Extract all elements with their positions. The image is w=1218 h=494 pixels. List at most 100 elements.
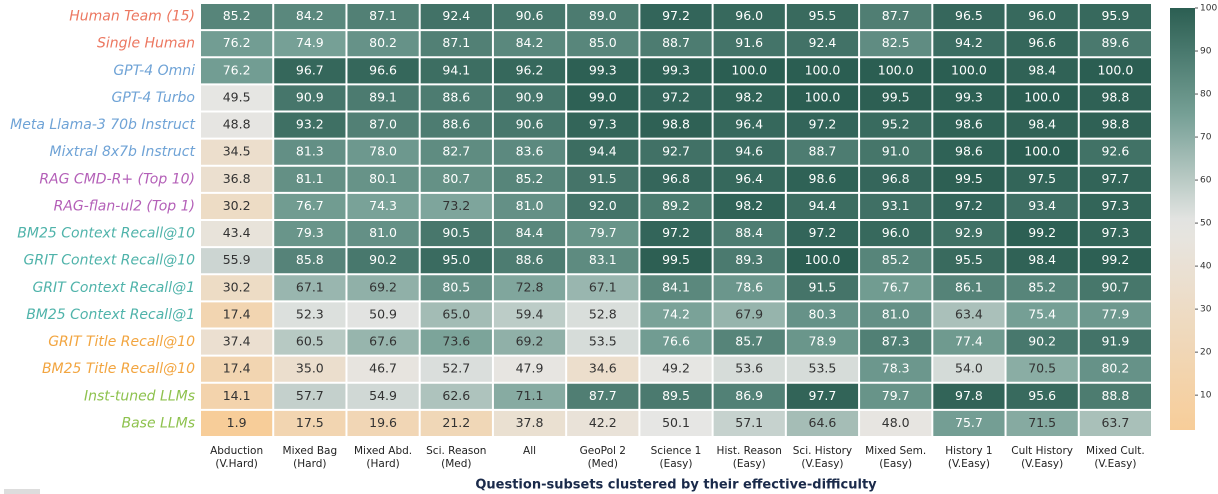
cell-label: 46.7: [369, 361, 397, 376]
cell: [567, 85, 639, 111]
cell-label: 81.3: [296, 144, 324, 159]
cell-label: 100.0: [1024, 144, 1060, 159]
cell-label: 74.9: [296, 35, 324, 50]
cell: [713, 4, 785, 30]
cell: [713, 275, 785, 301]
cell-label: 42.2: [589, 415, 617, 430]
cell: [420, 58, 492, 84]
cell: [347, 383, 419, 409]
cell: [420, 248, 492, 274]
cell: [640, 221, 712, 247]
cell-label: 49.5: [223, 89, 251, 104]
cell-label: 99.5: [662, 252, 690, 267]
cell: [933, 356, 1005, 382]
cell-label: 98.6: [955, 144, 983, 159]
cell: [640, 193, 712, 219]
cell-label: 90.6: [516, 8, 544, 23]
cell-label: 99.3: [662, 62, 690, 77]
cell-label: 100.0: [951, 62, 987, 77]
cell: [713, 58, 785, 84]
cell-label: 90.5: [442, 225, 470, 240]
cell: [1079, 275, 1151, 301]
cell-label: 76.2: [223, 62, 251, 77]
x-tick-label: Hist. Reason: [717, 445, 782, 457]
x-tick-label: (V.Easy): [801, 458, 843, 470]
x-tick-label: Mixed Cult.: [1086, 445, 1145, 457]
cell: [201, 31, 273, 57]
colorbar: [1170, 8, 1195, 430]
cell-label: 99.0: [589, 89, 617, 104]
artifact: [4, 489, 40, 494]
cell: [640, 58, 712, 84]
cell-label: 88.7: [809, 144, 837, 159]
cell-label: 90.6: [516, 117, 544, 132]
cell-label: 76.7: [882, 279, 910, 294]
cell-label: 92.7: [662, 144, 690, 159]
cell: [420, 383, 492, 409]
cell-label: 79.7: [589, 225, 617, 240]
cell: [201, 356, 273, 382]
row-label: GRIT Context Recall@1: [32, 280, 195, 296]
cell: [420, 356, 492, 382]
cell: [933, 275, 1005, 301]
cell: [713, 329, 785, 355]
cell-label: 94.4: [589, 144, 617, 159]
cell: [274, 248, 346, 274]
cell-label: 94.6: [735, 144, 763, 159]
x-tick-label: Sci. History: [793, 445, 852, 457]
cell-label: 78.3: [882, 361, 910, 376]
row-label: GRIT Title Recall@10: [48, 334, 195, 350]
cell-label: 69.2: [516, 334, 544, 349]
x-tick-label: Sci. Reason: [426, 445, 486, 457]
cell-label: 57.1: [735, 415, 763, 430]
cell-label: 99.2: [1101, 252, 1129, 267]
cell-label: 78.0: [369, 144, 397, 159]
cell: [1006, 139, 1078, 165]
cell: [1006, 329, 1078, 355]
cell: [274, 112, 346, 138]
cell-label: 53.5: [589, 334, 617, 349]
cell-label: 87.1: [369, 8, 397, 23]
cell: [347, 329, 419, 355]
colorbar-tick-label: 90: [1200, 47, 1212, 57]
cell: [713, 383, 785, 409]
cell-label: 19.6: [369, 415, 397, 430]
cell: [567, 221, 639, 247]
cell: [933, 85, 1005, 111]
cell-label: 80.2: [369, 35, 397, 50]
cell-label: 97.2: [809, 225, 837, 240]
cell-label: 47.9: [516, 361, 544, 376]
cell: [420, 302, 492, 328]
cell-label: 73.2: [442, 198, 470, 213]
cell: [640, 356, 712, 382]
cell-label: 48.8: [223, 117, 251, 132]
cell-label: 78.6: [735, 279, 763, 294]
cell-label: 88.7: [662, 35, 690, 50]
cell: [201, 329, 273, 355]
cell: [493, 139, 566, 165]
cell-label: 53.5: [809, 361, 837, 376]
cell: [713, 166, 785, 192]
cell: [1006, 302, 1078, 328]
cell: [860, 275, 932, 301]
cell: [201, 85, 273, 111]
cell: [786, 31, 859, 57]
cell-label: 80.3: [809, 306, 837, 321]
cell-label: 86.9: [735, 388, 763, 403]
cell-label: 63.7: [1101, 415, 1129, 430]
cell: [420, 85, 492, 111]
cell: [567, 139, 639, 165]
cell: [713, 302, 785, 328]
cell: [713, 356, 785, 382]
cell-label: 50.9: [369, 306, 397, 321]
cell-label: 92.4: [809, 35, 837, 50]
cell-label: 36.8: [223, 171, 251, 186]
cell-label: 62.6: [442, 388, 470, 403]
cell: [567, 248, 639, 274]
cell: [567, 329, 639, 355]
cell: [493, 329, 566, 355]
cell: [860, 58, 932, 84]
cell-label: 97.2: [662, 225, 690, 240]
cell-label: 67.1: [589, 279, 617, 294]
cell-label: 74.3: [369, 198, 397, 213]
